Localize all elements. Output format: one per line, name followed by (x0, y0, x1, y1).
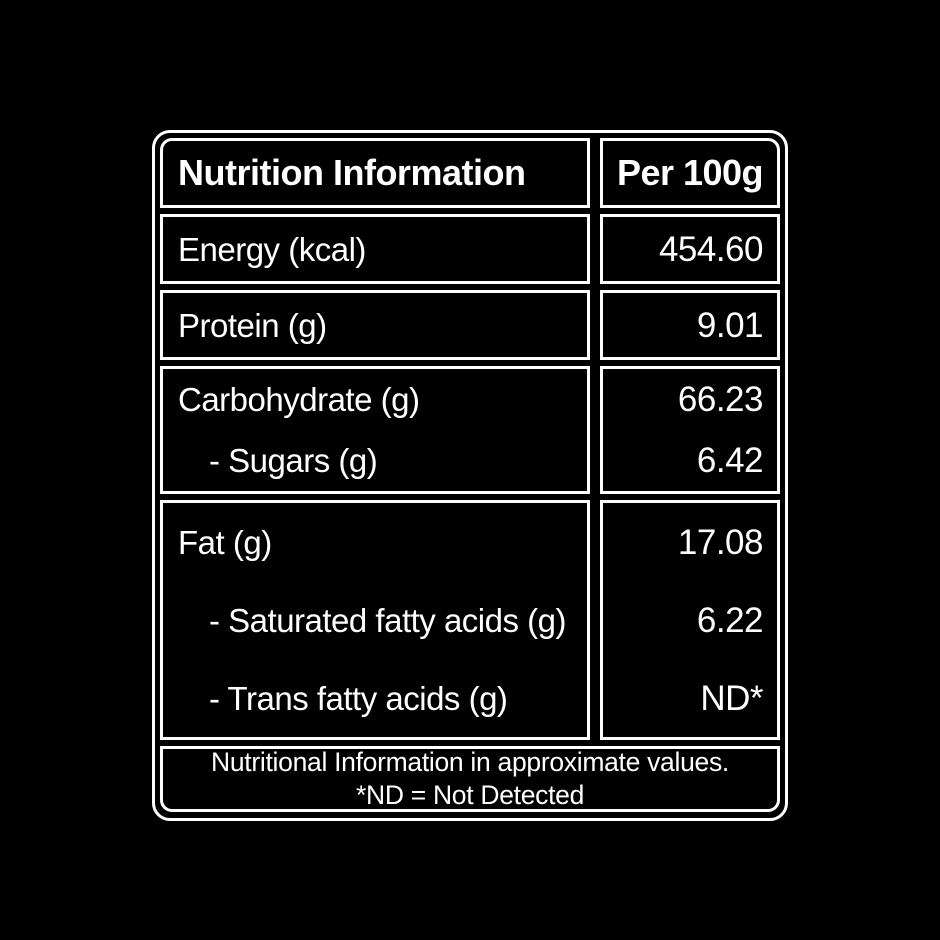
footer-note-line2: *ND = Not Detected (355, 779, 585, 810)
row-carbohydrate-label-cell: Carbohydrate (g) - Sugars (g) (160, 366, 590, 494)
row-fat-label-cell: Fat (g) - Saturated fatty acids (g) - Tr… (160, 500, 590, 740)
row-energy-value: 454.60 (658, 229, 764, 269)
nutrition-table: Nutrition Information Per 100g Energy (k… (160, 138, 780, 813)
row-fat-label: Fat (g) (178, 523, 272, 561)
row-fat-value: 17.08 (677, 522, 764, 562)
row-protein-value-cell: 9.01 (600, 290, 780, 360)
footer-note-line1: Nutritional Information in approximate v… (211, 747, 729, 778)
row-protein-label-cell: Protein (g) (160, 290, 590, 360)
row-protein-value: 9.01 (696, 305, 764, 345)
header-per-100g: Per 100g (616, 152, 764, 193)
nutrition-label: Nutrition Information Per 100g Energy (k… (152, 130, 788, 821)
row-sugars-value: 6.42 (696, 441, 764, 480)
row-carbohydrate-value: 66.23 (677, 380, 764, 419)
row-trans-value: ND* (700, 678, 763, 718)
row-energy-value-cell: 454.60 (600, 214, 780, 284)
row-protein-label: Protein (g) (178, 306, 327, 344)
row-sugars-label: - Sugars (g) (209, 442, 378, 479)
header-title: Nutrition Information (178, 152, 526, 193)
row-energy-label-cell: Energy (kcal) (160, 214, 590, 284)
row-trans-label: - Trans fatty acids (g) (209, 679, 508, 717)
row-energy-label: Energy (kcal) (178, 230, 366, 268)
header-per-100g-cell: Per 100g (600, 138, 780, 208)
row-saturated-value: 6.22 (696, 600, 764, 640)
header-title-cell: Nutrition Information (160, 138, 590, 208)
row-saturated-label: - Saturated fatty acids (g) (209, 601, 567, 639)
row-fat-value-cell: 17.08 6.22 ND* (600, 500, 780, 740)
row-carbohydrate-value-cell: 66.23 6.42 (600, 366, 780, 494)
footer-note-cell: Nutritional Information in approximate v… (160, 746, 780, 812)
row-carbohydrate-label: Carbohydrate (g) (178, 381, 420, 418)
